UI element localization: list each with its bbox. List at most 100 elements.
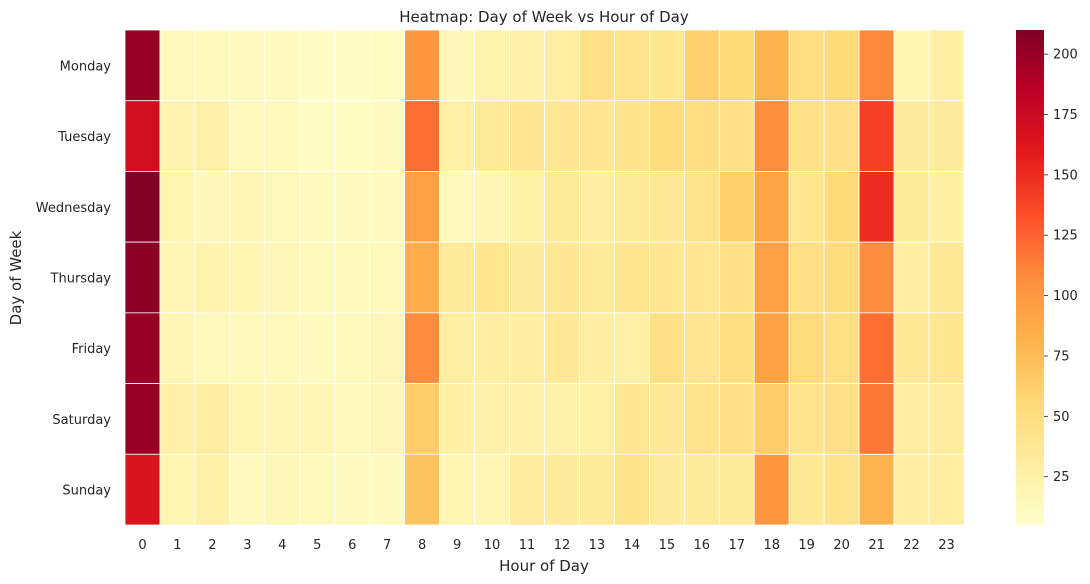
heatmap-cell	[683, 383, 720, 455]
heatmap-cell	[893, 312, 930, 384]
heatmap-cell	[124, 29, 161, 102]
heatmap-cell	[893, 171, 930, 243]
x-tick-label: 5	[313, 538, 321, 553]
heatmap-cell	[264, 312, 301, 384]
y-tick-labels: Monday Tuesday Wednesday Thursday Friday Satu…	[36, 59, 112, 498]
heatmap-cell	[404, 312, 441, 384]
heatmap-cell	[823, 29, 860, 102]
heatmap-cell	[718, 29, 755, 102]
heatmap-cell	[334, 383, 371, 455]
heatmap-cell	[928, 29, 965, 102]
heatmap-cell	[229, 100, 266, 172]
heatmap-cell	[928, 100, 965, 172]
heatmap-cell	[264, 171, 301, 243]
x-tick-label: 4	[278, 538, 286, 553]
heatmap-cell	[544, 383, 580, 455]
x-tick-label: 0	[138, 538, 146, 553]
heatmap-cell	[229, 241, 266, 314]
heatmap-cell	[544, 29, 580, 102]
heatmap-cell	[648, 29, 685, 102]
heatmap-cell	[509, 241, 545, 314]
heatmap-cell	[264, 100, 301, 172]
heatmap-cell	[683, 100, 720, 172]
heatmap-cell	[509, 312, 545, 384]
heatmap-cell	[753, 383, 790, 455]
x-tick-label: 16	[694, 538, 711, 553]
heatmap-cell	[369, 383, 406, 455]
heatmap-cell	[893, 453, 930, 526]
heatmap-cell	[159, 29, 196, 102]
heatmap-cell	[159, 171, 196, 243]
heatmap-cell	[683, 171, 720, 243]
x-tick-label: 10	[484, 538, 501, 553]
heatmap-cell	[159, 312, 196, 384]
heatmap-cell	[194, 383, 231, 455]
x-tick-label: 15	[659, 538, 676, 553]
x-tick-label: 17	[728, 538, 745, 553]
heatmap-cell	[404, 29, 441, 102]
heatmap-cell	[579, 312, 615, 384]
heatmap-cell	[718, 241, 755, 314]
heatmap-cell	[334, 100, 371, 172]
heatmap-cell	[718, 383, 755, 455]
colorbar-tick-label: 50	[1053, 410, 1070, 425]
heatmap-cell	[614, 100, 650, 172]
x-tick-label: 23	[938, 538, 955, 553]
heatmap-cell	[369, 171, 406, 243]
heatmap-cell	[823, 241, 860, 314]
heatmap-cell	[159, 241, 196, 314]
heatmap-cell	[648, 241, 685, 314]
heatmap-cell	[299, 100, 336, 172]
heatmap-cell	[474, 241, 510, 314]
heatmap-cell	[648, 171, 685, 243]
heatmap-cell	[683, 241, 720, 314]
heatmap-cell	[404, 383, 441, 455]
heatmap-cell	[718, 453, 755, 526]
heatmap-cell	[579, 383, 615, 455]
heatmap-cell	[159, 100, 196, 172]
heatmap-cell	[124, 453, 161, 526]
x-tick-label: 18	[763, 538, 780, 553]
heatmap-cell	[579, 100, 615, 172]
heatmap-cell	[474, 171, 510, 243]
y-tick-label: Friday	[72, 342, 112, 357]
heatmap-cell	[334, 241, 371, 314]
x-tick-label: 8	[418, 538, 426, 553]
heatmap-cell	[788, 171, 825, 243]
heatmap-cell	[404, 241, 441, 314]
x-tick-label: 1	[173, 538, 181, 553]
heatmap-cell	[124, 241, 161, 314]
heatmap-cell	[788, 100, 825, 172]
heatmap-cell	[858, 312, 895, 384]
heatmap-cell	[648, 100, 685, 172]
heatmap-cell	[369, 29, 406, 102]
heatmap-cell	[753, 29, 790, 102]
heatmap-cell	[439, 29, 475, 102]
heatmap-cell	[579, 453, 615, 526]
heatmap-cells	[124, 29, 965, 526]
heatmap-cell	[683, 453, 720, 526]
heatmap-cell	[858, 171, 895, 243]
heatmap-cell	[823, 383, 860, 455]
heatmap-cell	[753, 241, 790, 314]
heatmap-cell	[509, 29, 545, 102]
colorbar-tick-label: 25	[1053, 470, 1070, 485]
heatmap-cell	[683, 29, 720, 102]
heatmap-cell	[439, 383, 475, 455]
heatmap-cell	[614, 241, 650, 314]
heatmap-cell	[718, 312, 755, 384]
heatmap-cell	[474, 453, 510, 526]
heatmap-cell	[194, 171, 231, 243]
heatmap-cell	[264, 29, 301, 102]
heatmap-cell	[614, 171, 650, 243]
heatmap-cell	[928, 171, 965, 243]
heatmap-cell	[579, 171, 615, 243]
colorbar-tick-label: 125	[1053, 229, 1078, 244]
heatmap-cell	[264, 241, 301, 314]
heatmap-cell	[648, 312, 685, 384]
heatmap-cell	[753, 100, 790, 172]
heatmap-cell	[928, 383, 965, 455]
x-tick-label: 14	[624, 538, 641, 553]
heatmap-cell	[648, 383, 685, 455]
heatmap-cell	[788, 453, 825, 526]
